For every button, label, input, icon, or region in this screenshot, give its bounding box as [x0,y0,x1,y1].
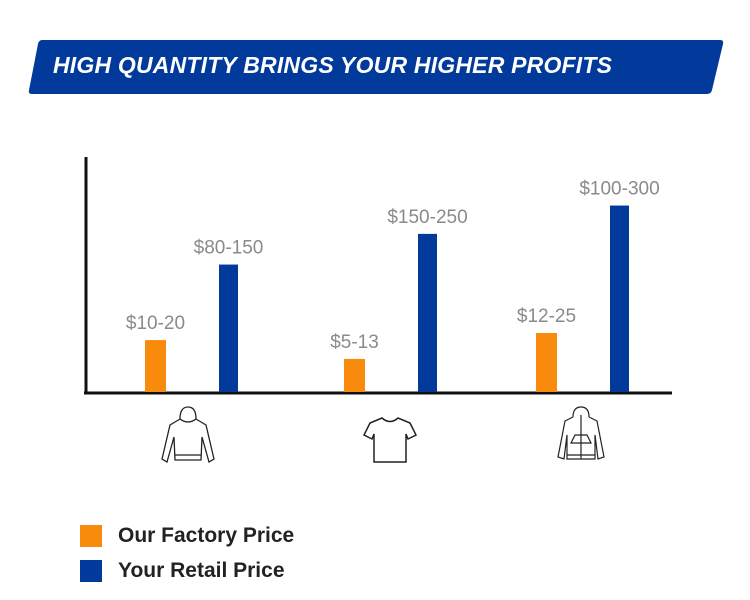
data-label: $5-13 [330,332,379,353]
retail-price-bar [418,233,437,392]
data-label: $100-300 [579,179,659,200]
data-label: $80-150 [194,238,264,259]
title-banner [28,40,724,94]
legend-label: Our Factory Price [118,524,295,547]
factory-price-bar [344,358,365,392]
retail-price-swatch [80,560,102,582]
data-label: $150-250 [387,207,467,228]
legend-item-factory-price: Our Factory Price [80,524,294,548]
zip-hoodie-icon [557,406,605,460]
data-label: $10-20 [126,313,185,334]
factory-price-bar [536,333,557,392]
factory-price-swatch [80,525,102,547]
legend-item-retail-price: Your Retail Price [80,559,285,583]
tshirt-icon [362,417,418,463]
data-label: $12-25 [517,306,576,327]
banner-title: HIGH QUANTITY BRINGS YOUR HIGHER PROFITS [53,52,613,78]
legend-label: Your Retail Price [118,559,285,582]
hoodie-icon [161,406,215,463]
retail-price-bar [219,264,238,392]
retail-price-bar [610,205,629,392]
factory-price-bar [145,340,166,392]
